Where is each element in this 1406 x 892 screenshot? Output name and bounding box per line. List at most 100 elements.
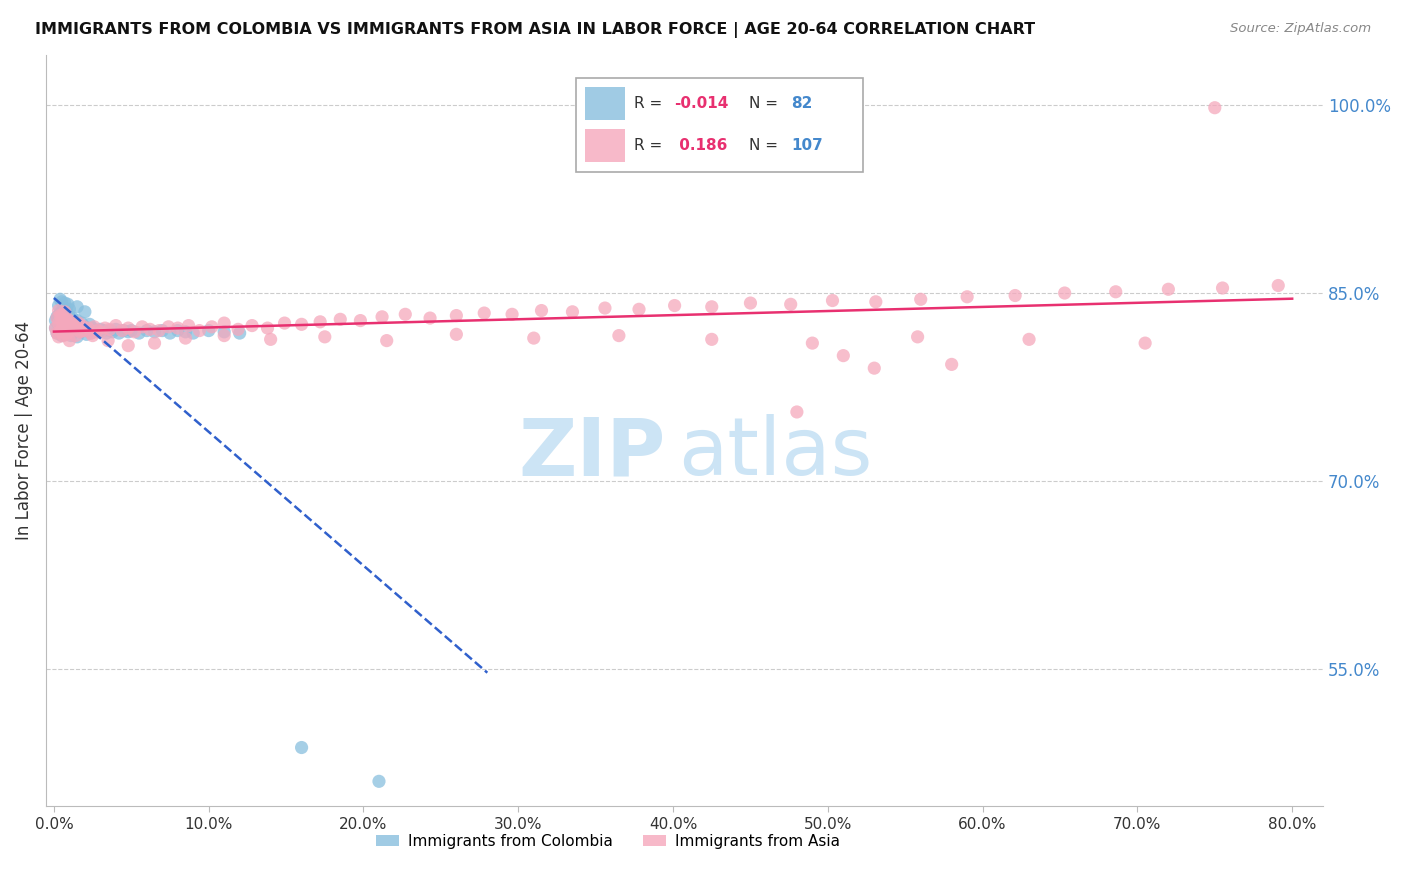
Point [472, 306, 495, 320]
Point [290, 740, 312, 755]
Point [75, 327, 97, 342]
Point [273, 316, 295, 330]
Point [51, 313, 73, 327]
Point [59, 312, 82, 326]
Point [67, 316, 90, 330]
Point [52, 307, 75, 321]
Point [1212, 281, 1234, 295]
Point [1157, 282, 1180, 296]
Point [58, 302, 80, 317]
Point [143, 325, 166, 339]
Point [62, 311, 84, 326]
Point [139, 322, 162, 336]
Point [48, 299, 70, 313]
Point [46, 310, 69, 324]
Point [394, 307, 416, 321]
Point [86, 325, 108, 339]
Point [51, 322, 73, 336]
Point [135, 324, 157, 338]
Point [228, 326, 250, 340]
Point [607, 328, 630, 343]
Point [821, 293, 844, 308]
Point [664, 299, 686, 313]
Point [49, 309, 72, 323]
Point [44, 321, 66, 335]
Point [56, 297, 79, 311]
Point [907, 330, 929, 344]
Point [55, 303, 77, 318]
Point [700, 300, 723, 314]
Point [863, 361, 886, 376]
Point [55, 327, 77, 342]
Point [56, 318, 79, 332]
Point [83, 319, 105, 334]
Point [240, 318, 263, 333]
Point [65, 328, 87, 343]
Point [44, 321, 66, 335]
Point [166, 321, 188, 335]
Point [159, 326, 181, 340]
Point [63, 319, 86, 334]
Point [120, 324, 142, 338]
Point [143, 336, 166, 351]
Point [201, 319, 224, 334]
Point [96, 326, 118, 340]
Point [117, 321, 139, 335]
Point [1018, 332, 1040, 346]
Point [46, 311, 69, 326]
Point [174, 331, 197, 345]
Point [124, 325, 146, 339]
Point [59, 315, 82, 329]
Point [530, 303, 553, 318]
Point [375, 334, 398, 348]
Point [111, 324, 134, 338]
Point [49, 293, 72, 307]
Point [700, 332, 723, 346]
Point [69, 325, 91, 339]
Point [593, 301, 616, 315]
Point [51, 312, 73, 326]
Point [55, 303, 77, 318]
Point [349, 313, 371, 327]
Point [256, 321, 278, 335]
Point [52, 328, 75, 343]
Point [80, 326, 103, 340]
Point [181, 326, 204, 340]
Point [66, 313, 89, 327]
Point [108, 326, 131, 340]
Point [56, 325, 79, 339]
Point [52, 316, 75, 330]
Point [150, 324, 173, 338]
Point [70, 318, 93, 333]
Point [73, 319, 96, 334]
Point [941, 358, 963, 372]
Point [86, 324, 108, 338]
Point [89, 325, 111, 339]
Point [1267, 278, 1289, 293]
Point [83, 324, 105, 338]
Point [52, 318, 75, 333]
Point [55, 313, 77, 327]
Point [309, 315, 332, 329]
Point [314, 330, 336, 344]
Point [1105, 285, 1128, 299]
Point [801, 336, 824, 351]
Point [166, 324, 188, 338]
Point [197, 324, 219, 338]
Point [446, 309, 468, 323]
Point [73, 305, 96, 319]
Point [212, 316, 235, 330]
Point [56, 312, 79, 326]
Point [51, 319, 73, 334]
Text: Source: ZipAtlas.com: Source: ZipAtlas.com [1230, 22, 1371, 36]
Point [51, 328, 73, 343]
Point [104, 322, 127, 336]
Point [56, 326, 79, 340]
Point [58, 326, 80, 340]
Point [865, 294, 887, 309]
Point [112, 324, 135, 338]
Point [157, 319, 180, 334]
Point [48, 325, 70, 339]
Point [523, 331, 546, 345]
Point [77, 322, 100, 336]
